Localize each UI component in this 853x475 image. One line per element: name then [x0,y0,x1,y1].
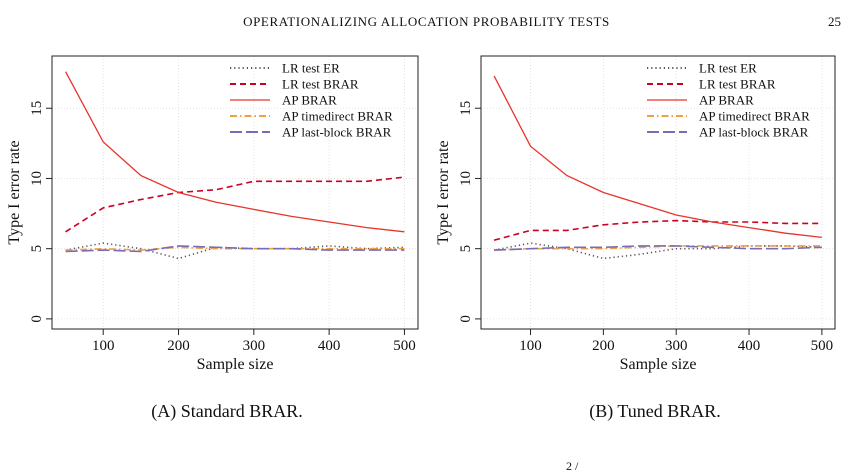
legend-label: LR test ER [699,61,757,76]
legend-label: AP last-block BRAR [282,125,392,140]
page-number: 25 [828,14,841,29]
series-line-ap-last-block-brar [65,245,405,253]
legend-label: LR test BRAR [282,77,359,92]
x-axis-label: Sample size [197,356,274,373]
caption-standard-brar: (A) Standard BRAR. [151,401,303,421]
legend-label: AP timedirect BRAR [282,109,393,124]
y-tick-label: 0 [29,315,45,323]
x-tick-label: 200 [167,338,190,354]
y-tick-label: 5 [29,245,45,253]
legend-label: LR test BRAR [699,77,776,92]
y-axis-label: Type I error rate [6,140,23,244]
x-tick-label: 500 [393,338,416,354]
legend-label: AP last-block BRAR [699,125,809,140]
series-line-ap-last-block-brar [494,245,822,251]
y-axis-label: Type I error rate [435,140,452,244]
page-footer-fragment: 2 / [566,459,579,473]
legend-label: AP timedirect BRAR [699,109,810,124]
y-tick-label: 10 [29,171,45,186]
x-tick-label: 300 [665,338,688,354]
chart-tuned-brar: 100 200 300 400 500 0 5 10 15 Sample size Type I e… [435,55,836,373]
y-tick-label: 0 [458,315,474,323]
x-tick-label: 100 [519,338,542,354]
x-tick-label: 500 [811,338,834,354]
y-tick-label: 10 [458,171,474,186]
x-axis-label: Sample size [620,356,697,373]
plot-frame [51,55,419,330]
y-tick-label: 15 [29,101,45,116]
legend-label: AP BRAR [699,93,754,108]
series-line-ap-brar [65,71,405,233]
caption-tuned-brar: (B) Tuned BRAR. [589,401,721,421]
x-tick-label: 100 [92,338,115,354]
series-line-ap-brar [493,75,822,239]
series-line-lr-test-er [493,242,822,260]
plot-frame [480,55,836,330]
x-tick-label: 400 [318,338,341,354]
x-tick-label: 400 [738,338,761,354]
x-tick-label: 200 [592,338,615,354]
y-tick-label: 15 [458,101,474,116]
y-tick-label: 5 [458,245,474,253]
x-tick-label: 300 [243,338,266,354]
legend-label: LR test ER [282,61,340,76]
series-line-lr-test-brar [65,176,405,233]
series-line-lr-test-brar [493,219,822,241]
legend-label: AP BRAR [282,93,337,108]
running-header: OPERATIONALIZING ALLOCATION PROBABILITY … [243,14,610,29]
chart-standard-brar: 100 200 300 400 500 0 5 10 15 Sample size Type I e… [6,55,419,373]
